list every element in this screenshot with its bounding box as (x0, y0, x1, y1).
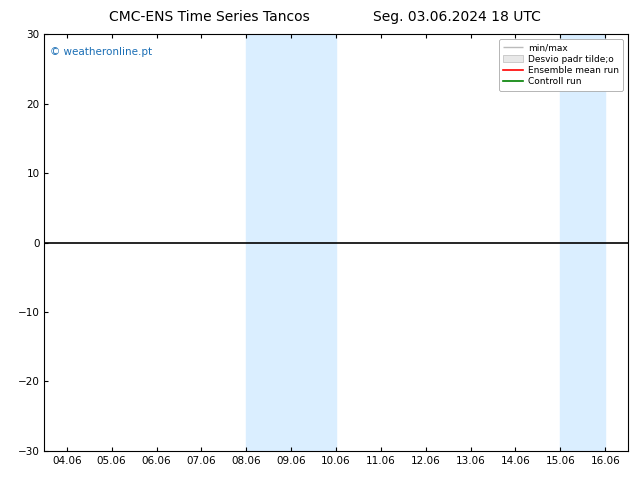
Bar (560, 34, 605, 451)
Legend: min/max, Desvio padr tilde;o, Ensemble mean run, Controll run: min/max, Desvio padr tilde;o, Ensemble m… (499, 39, 623, 91)
Bar (246, 34, 291, 451)
Text: © weatheronline.pt: © weatheronline.pt (50, 47, 152, 57)
Bar (291, 34, 336, 451)
Text: Seg. 03.06.2024 18 UTC: Seg. 03.06.2024 18 UTC (373, 10, 540, 24)
Text: CMC-ENS Time Series Tancos: CMC-ENS Time Series Tancos (109, 10, 309, 24)
